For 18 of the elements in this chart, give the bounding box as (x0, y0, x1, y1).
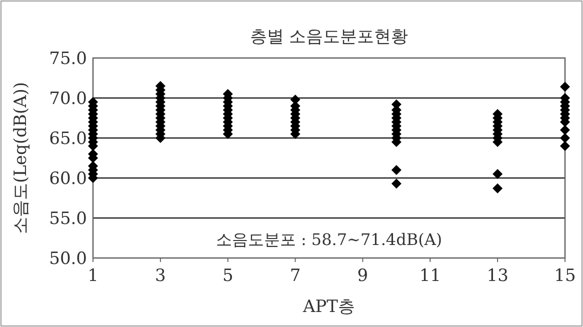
x-tick-label: 1 (88, 266, 98, 286)
y-tick-label: 75.0 (49, 49, 87, 69)
x-tick-label: 13 (486, 266, 508, 286)
chart-title: 층별 소음도분포현황 (250, 27, 408, 47)
y-tick-label: 70.0 (49, 89, 87, 109)
x-axis-title: APT층 (302, 297, 356, 317)
x-tick-label: 5 (222, 266, 234, 286)
x-tick-label: 7 (290, 266, 301, 286)
y-tick-label: 60.0 (49, 169, 87, 189)
annotation: 소음도분포 : 58.7~71.4dB(A) (216, 230, 442, 249)
x-tick-label: 3 (155, 266, 166, 286)
x-tick-label: 9 (357, 266, 368, 286)
y-tick-label: 65.0 (49, 129, 87, 149)
y-tick-label: 55.0 (49, 209, 87, 229)
x-tick-label: 11 (419, 266, 441, 286)
y-axis-title: 소음도(Leq(dB(A)) (11, 82, 31, 234)
y-tick-label: 50.0 (49, 249, 87, 269)
x-tick-label: 15 (554, 266, 576, 286)
